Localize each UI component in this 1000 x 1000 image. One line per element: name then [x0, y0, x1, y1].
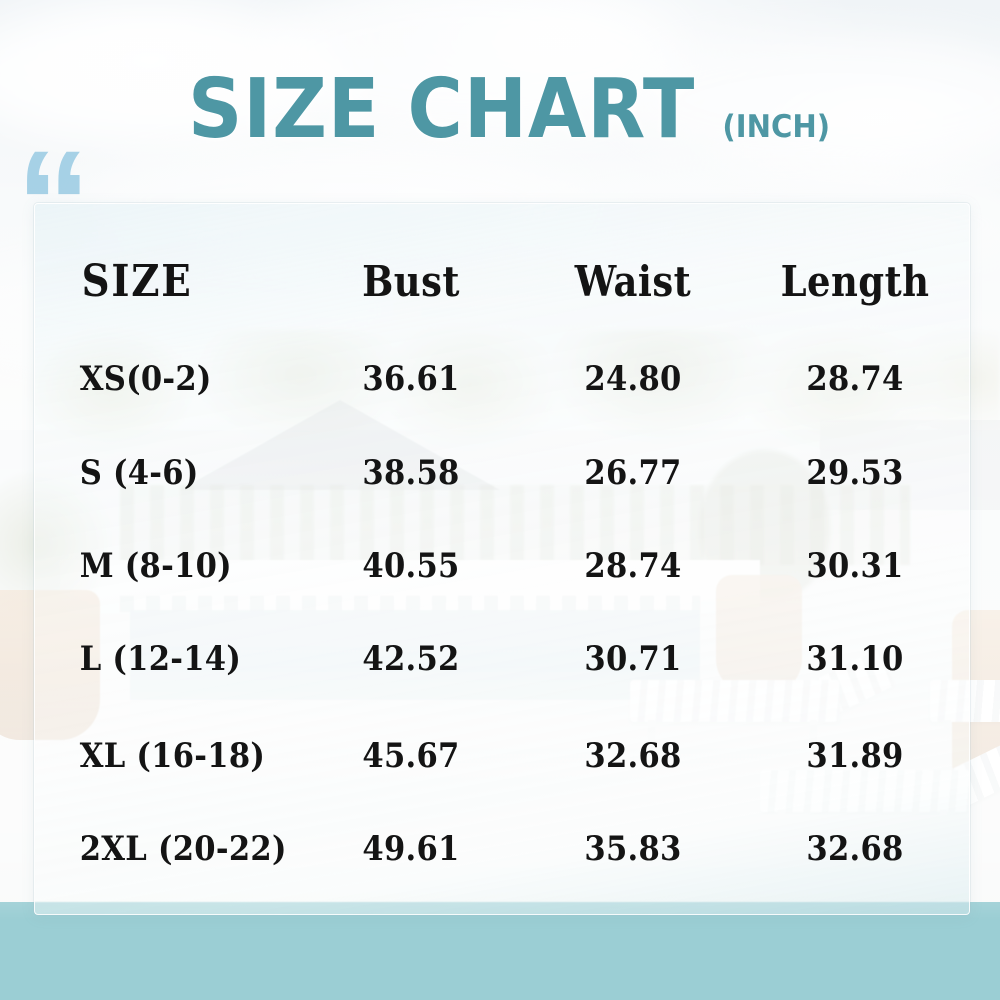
cell-size: XS(0-2): [79, 359, 212, 399]
cell-bust: 49.61: [362, 829, 460, 869]
column-header-waist: Waist: [574, 256, 692, 306]
cell-size: S (4-6): [79, 453, 199, 493]
table-row: M (8-10) 40.55 28.74 30.31: [34, 536, 968, 596]
table-header-row: SIZE Bust Waist Length: [34, 251, 968, 311]
cell-size: 2XL (20-22): [79, 829, 287, 869]
cell-length: 32.68: [806, 829, 904, 869]
cell-bust: 40.55: [362, 546, 460, 586]
size-table: SIZE Bust Waist Length XS(0-2) 36.61 24.…: [34, 203, 968, 913]
page-title: SIZE CHART (INCH): [0, 62, 1000, 157]
cell-size: XL (16-18): [79, 736, 266, 776]
teal-floor-strip: [0, 902, 1000, 1000]
page-title-text: SIZE CHART: [188, 62, 696, 157]
table-row: XS(0-2) 36.61 24.80 28.74: [34, 349, 968, 409]
table-row: S (4-6) 38.58 26.77 29.53: [34, 443, 968, 503]
cell-waist: 32.68: [584, 736, 682, 776]
cell-size: M (8-10): [79, 546, 232, 586]
cell-length: 30.31: [806, 546, 904, 586]
cell-bust: 45.67: [362, 736, 460, 776]
cell-waist: 24.80: [584, 359, 682, 399]
cell-waist: 30.71: [584, 639, 682, 679]
column-header-length: Length: [780, 256, 930, 306]
table-row: L (12-14) 42.52 30.71 31.10: [34, 629, 968, 689]
cell-bust: 38.58: [362, 453, 460, 493]
cell-length: 29.53: [806, 453, 904, 493]
page-title-unit: (INCH): [722, 109, 831, 145]
cell-bust: 42.52: [362, 639, 460, 679]
cell-length: 31.10: [806, 639, 904, 679]
table-row: 2XL (20-22) 49.61 35.83 32.68: [34, 819, 968, 879]
cell-length: 31.89: [806, 736, 904, 776]
cell-bust: 36.61: [362, 359, 460, 399]
cell-waist: 26.77: [584, 453, 682, 493]
column-header-bust: Bust: [362, 256, 460, 306]
cell-waist: 35.83: [584, 829, 682, 869]
column-header-size: SIZE: [81, 255, 193, 307]
table-row: XL (16-18) 45.67 32.68 31.89: [34, 726, 968, 786]
cell-size: L (12-14): [79, 639, 242, 679]
cell-waist: 28.74: [584, 546, 682, 586]
cell-length: 28.74: [806, 359, 904, 399]
glass-panel: [34, 203, 970, 915]
